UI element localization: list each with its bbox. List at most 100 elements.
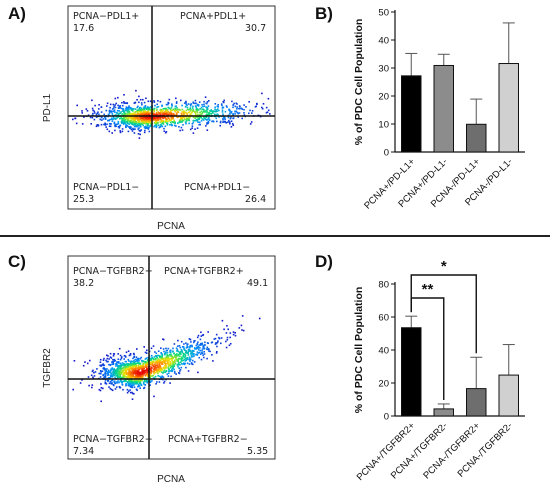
density-dot <box>164 357 167 359</box>
flow-c-xlabel: PCNA <box>157 474 185 485</box>
density-dot <box>114 104 116 106</box>
density-dot <box>121 362 124 364</box>
density-dot <box>192 110 194 112</box>
y-tick-label: 80 <box>378 280 389 291</box>
density-dot <box>109 125 112 128</box>
density-dot <box>112 374 114 376</box>
density-dot <box>178 120 181 123</box>
density-dot <box>125 360 127 363</box>
density-dot <box>196 103 199 106</box>
density-dot <box>161 354 163 357</box>
density-dot <box>140 383 142 386</box>
density-dot <box>229 342 232 345</box>
density-dot <box>195 106 197 108</box>
density-dot <box>159 369 161 372</box>
density-dot <box>199 347 201 349</box>
density-dot <box>191 107 194 109</box>
density-dot <box>130 109 133 112</box>
density-dot <box>167 375 170 377</box>
density-dot <box>136 113 138 116</box>
density-dot <box>181 119 184 122</box>
density-dot <box>139 373 141 375</box>
density-dot <box>184 351 187 354</box>
density-dot <box>147 360 149 362</box>
density-dot <box>159 117 161 120</box>
density-dot <box>171 350 174 353</box>
density-dot <box>153 117 155 119</box>
density-dot <box>211 120 213 123</box>
density-dot <box>203 347 205 349</box>
density-dot <box>173 124 176 127</box>
density-dot <box>147 109 149 111</box>
density-dot <box>198 101 201 103</box>
density-dot <box>129 366 131 369</box>
density-dot <box>113 368 116 371</box>
density-dot <box>122 104 124 107</box>
density-dot <box>138 376 140 379</box>
density-dot <box>131 117 134 120</box>
density-dot <box>164 113 166 115</box>
density-dot <box>226 339 229 341</box>
density-dot <box>226 106 228 108</box>
density-dot <box>156 369 158 371</box>
density-dot <box>203 345 205 347</box>
density-dot <box>108 125 111 127</box>
density-dot <box>255 105 257 108</box>
density-dot <box>133 122 135 125</box>
density-dot <box>115 369 117 371</box>
density-dot <box>140 120 143 122</box>
density-dot <box>111 379 114 382</box>
density-dot <box>181 116 184 119</box>
density-dot <box>108 386 110 388</box>
density-dot <box>109 118 111 121</box>
density-dot <box>265 111 268 114</box>
density-dot <box>99 361 102 363</box>
density-dot <box>124 371 127 373</box>
density-dot <box>169 349 172 352</box>
density-dot <box>206 357 208 360</box>
density-dot <box>104 122 106 124</box>
density-dot <box>137 370 139 373</box>
density-dot <box>165 357 168 360</box>
density-dot <box>183 110 185 112</box>
density-dot <box>113 360 115 362</box>
density-dot <box>180 348 183 351</box>
density-dot <box>120 377 122 379</box>
density-dot <box>168 372 170 374</box>
density-dot <box>164 351 167 354</box>
density-dot <box>155 366 158 369</box>
density-dot <box>132 362 135 365</box>
density-dot <box>185 358 188 360</box>
density-dot <box>159 121 162 124</box>
density-dot <box>191 127 193 129</box>
density-dot <box>165 107 167 110</box>
density-dot <box>123 102 125 104</box>
density-dot <box>182 114 185 116</box>
density-dot <box>118 381 120 384</box>
density-dot <box>210 110 212 112</box>
density-dot <box>126 122 129 125</box>
density-dot <box>195 344 198 347</box>
density-dot <box>134 108 137 110</box>
density-dot <box>132 365 135 367</box>
density-dot <box>207 348 210 350</box>
density-dot <box>189 108 191 110</box>
density-dot <box>81 112 83 114</box>
density-dot <box>114 118 117 120</box>
density-dot <box>167 367 170 369</box>
density-dot <box>144 112 146 114</box>
density-dot <box>164 362 166 364</box>
density-dot <box>90 123 92 125</box>
density-dot <box>138 106 141 109</box>
density-dot <box>208 112 211 115</box>
density-dot <box>116 365 119 367</box>
density-dot <box>162 376 165 378</box>
density-dot <box>181 351 184 354</box>
density-dot <box>159 365 161 368</box>
density-dot <box>225 105 228 107</box>
density-dot <box>129 366 132 368</box>
density-dot <box>166 124 169 126</box>
density-dot <box>203 356 205 359</box>
density-dot <box>154 371 157 374</box>
